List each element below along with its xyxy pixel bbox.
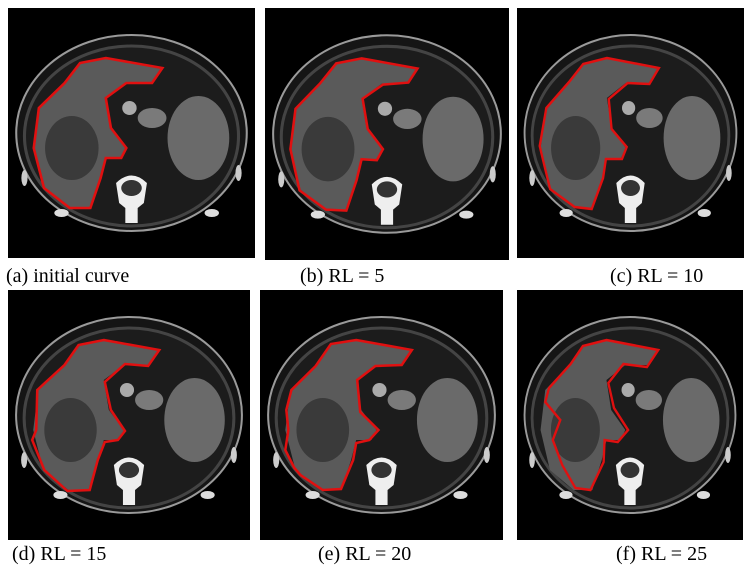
caption: (e) RL = 20 <box>318 543 411 565</box>
ct-image <box>8 8 255 258</box>
ct-image <box>517 290 743 540</box>
caption: (d) RL = 15 <box>12 543 106 565</box>
ct-image <box>8 290 250 540</box>
caption: (f) RL = 25 <box>616 543 707 565</box>
figure: {"panels": [ {"caption": "(a) initial cu… <box>0 0 750 567</box>
caption: (b) RL = 5 <box>300 265 384 287</box>
caption: (c) RL = 10 <box>610 265 703 287</box>
ct-image <box>260 290 503 540</box>
ct-image <box>265 8 509 260</box>
ct-image <box>517 8 744 258</box>
caption: (a) initial curve <box>6 265 129 287</box>
